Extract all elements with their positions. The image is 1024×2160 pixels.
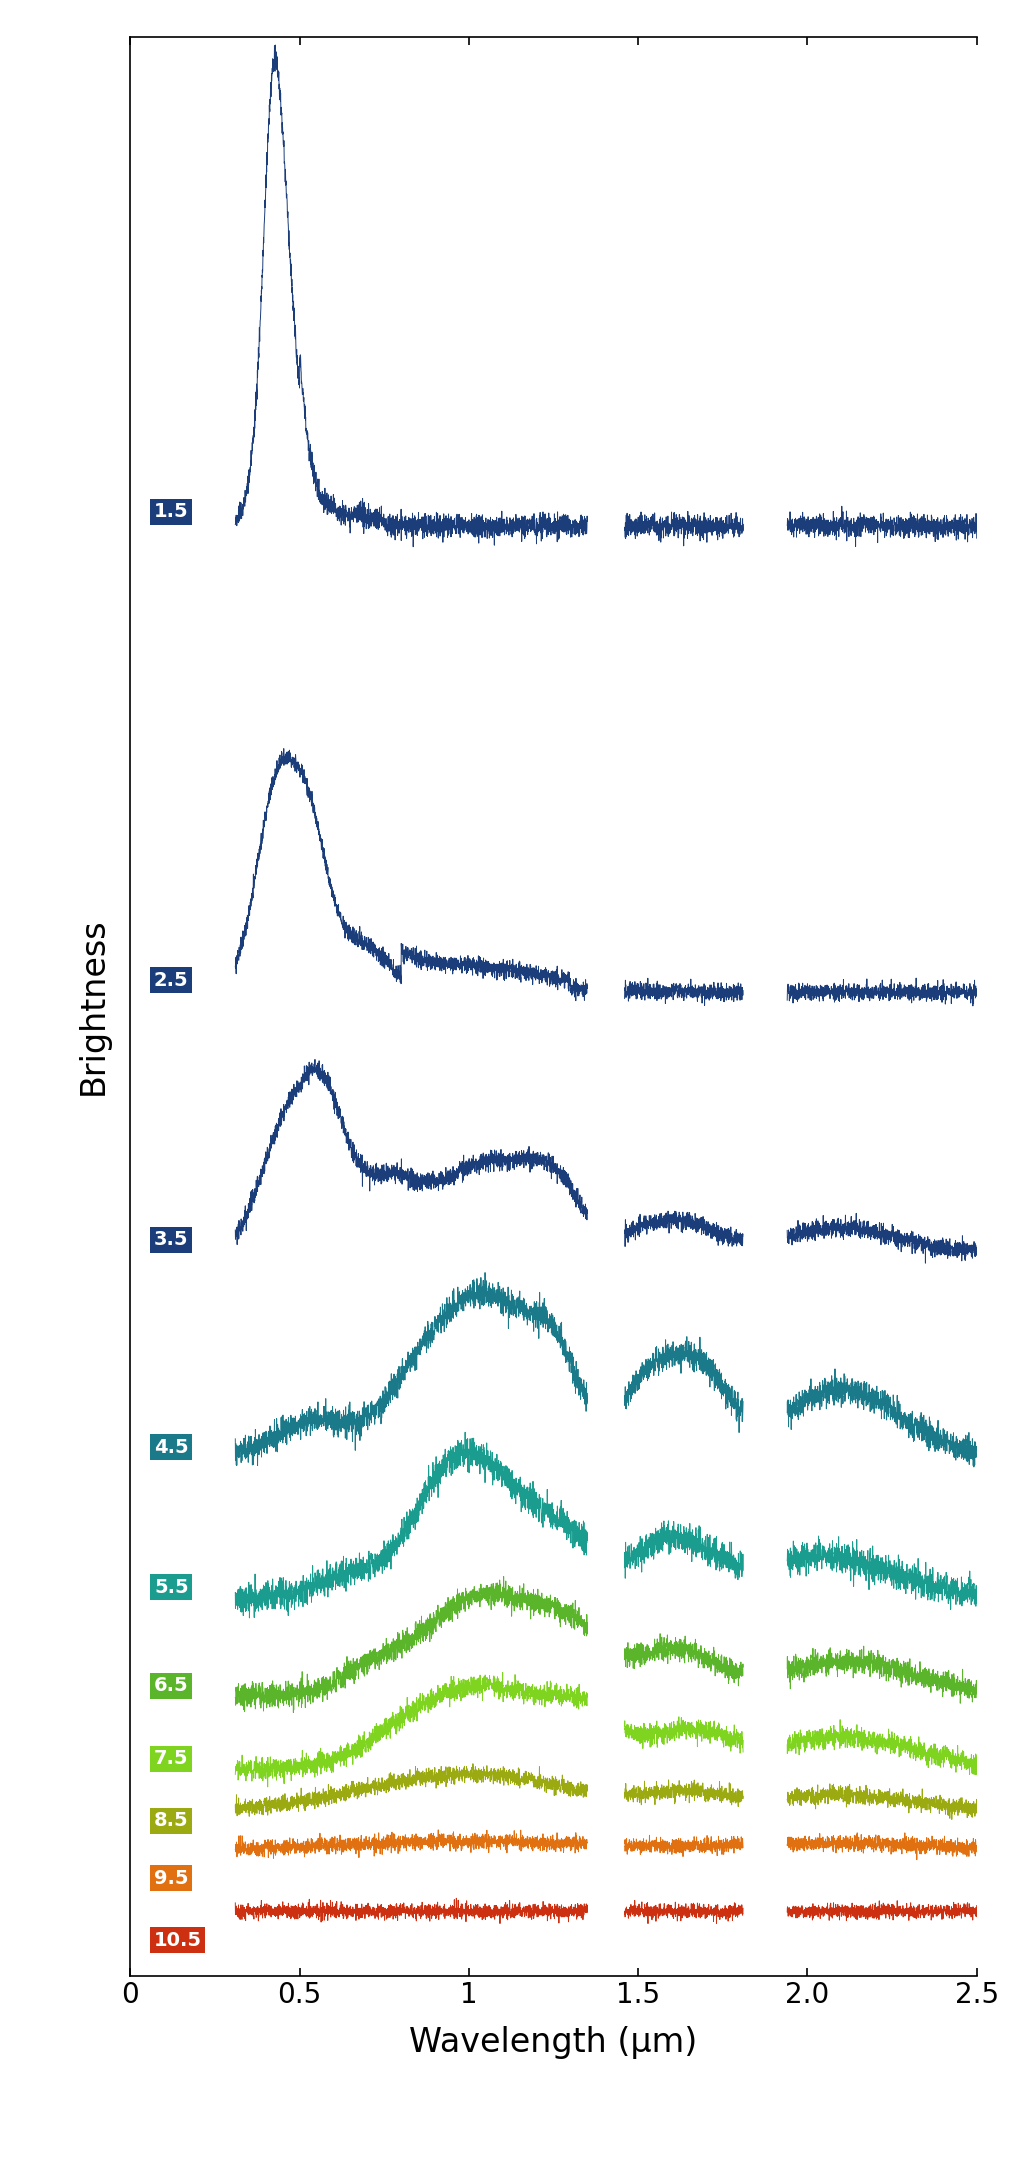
Text: 9.5: 9.5 (154, 1868, 188, 1888)
Text: 8.5: 8.5 (154, 1812, 188, 1830)
Text: 1.5: 1.5 (154, 503, 188, 521)
Text: 2.5: 2.5 (154, 970, 188, 989)
Text: 7.5: 7.5 (154, 1750, 188, 1769)
Text: 5.5: 5.5 (154, 1577, 188, 1596)
Text: 3.5: 3.5 (154, 1231, 188, 1248)
Text: 10.5: 10.5 (154, 1931, 202, 1950)
Text: 6.5: 6.5 (154, 1676, 188, 1696)
Text: 4.5: 4.5 (154, 1439, 188, 1456)
X-axis label: Wavelength (μm): Wavelength (μm) (410, 2026, 697, 2058)
Y-axis label: Brightness: Brightness (77, 918, 110, 1095)
